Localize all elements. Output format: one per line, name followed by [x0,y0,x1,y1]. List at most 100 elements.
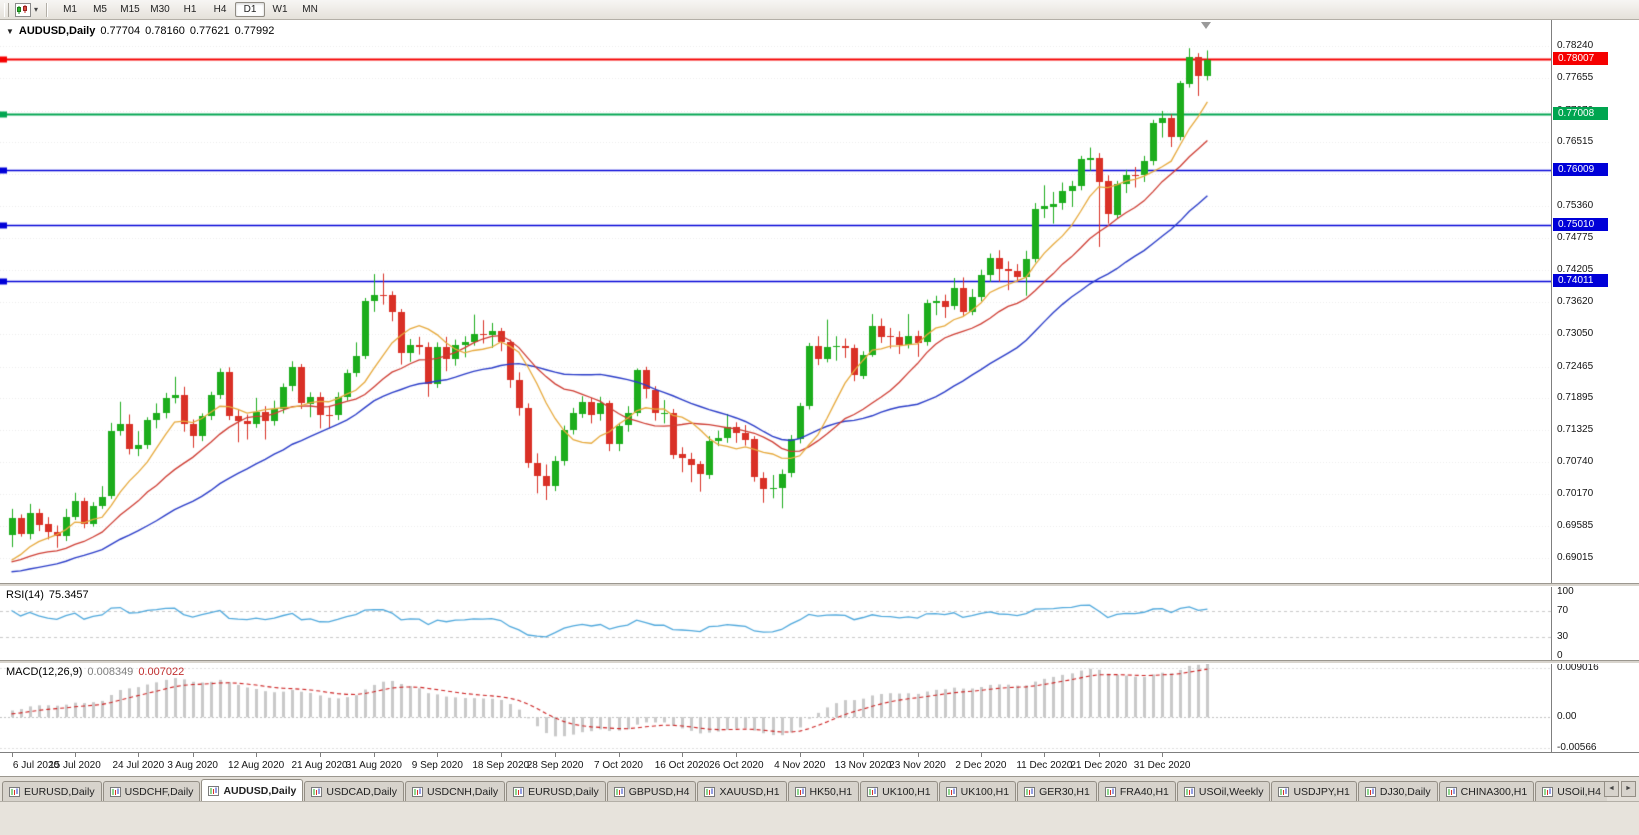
chart-type-icon[interactable] [15,2,31,17]
rsi-axis-label: 100 [1557,586,1574,597]
chart-tab-strip: EURUSD,Daily USDCHF,Daily AUDUSD,Daily USDC… [2,777,1607,801]
rsi-canvas[interactable] [0,586,1551,660]
chart-symbol-label: AUDUSD,Daily [18,25,96,37]
rsi-value: 75.3457 [48,589,89,601]
ohlc-close: 0.77992 [234,25,275,37]
time-axis-tick [1044,753,1045,757]
time-axis-tick [800,753,801,757]
timeframe-button-m5[interactable]: M5 [93,4,107,15]
time-axis-label: 2 Dec 2020 [955,760,1007,771]
price-axis-label: 0.69015 [1557,551,1594,563]
tab-chart-icon [945,786,957,797]
macd-axis-label: -0.00566 [1557,741,1597,753]
rsi-axis-label: 0 [1557,650,1563,661]
chart-tab[interactable]: USOil,Weekly [1176,781,1271,801]
chart-shift-marker[interactable] [1201,22,1211,29]
chart-tab[interactable]: USDCNH,Daily [404,781,506,801]
price-axis[interactable]: 0.782400.776550.770700.765150.759300.753… [1551,20,1639,753]
chart-type-dropdown-caret[interactable]: ▾ [34,5,39,14]
rsi-label: RSI(14) [6,589,44,601]
time-axis-tick [320,753,321,757]
tab-chart-icon [1364,786,1376,797]
timeframe-button-w1[interactable]: W1 [272,4,288,15]
tab-scroll-left-button[interactable]: ◄ [1604,781,1619,797]
time-axis-tick [12,753,13,757]
timeframe-button-mn[interactable]: MN [302,4,318,15]
chart-tab-label: UK100,H1 [882,785,931,798]
chart-tab[interactable]: CHINA300,H1 [1438,781,1535,801]
tab-chart-icon [411,786,423,797]
timeframe-button-h1[interactable]: H1 [183,4,197,15]
time-axis-tick [138,753,139,757]
chart-tab-label: USDCHF,Daily [124,785,194,798]
tab-scroll-right-button[interactable]: ► [1621,781,1636,797]
chart-tab[interactable]: HK50,H1 [787,781,860,801]
time-axis-label: 28 Sep 2020 [526,760,584,771]
price-level-badge: 0.77008 [1553,107,1608,121]
timeframe-button-m15[interactable]: M15 [120,4,140,15]
chart-tab-active[interactable]: AUDUSD,Daily [201,779,304,801]
chart-tab[interactable]: USDCHF,Daily [102,781,201,801]
chart-collapse-arrow[interactable]: ▼ [6,26,14,36]
time-axis-tick [981,753,982,757]
chart-tab[interactable]: USOil,H4 [1535,781,1607,801]
chart-tab[interactable]: EURUSD,Daily [506,781,606,801]
pane-divider[interactable] [0,660,1639,664]
price-chart-canvas[interactable] [0,20,1551,583]
price-axis-label: 0.73620 [1557,296,1594,308]
chart-tab[interactable]: DJ30,Daily [1357,781,1438,801]
time-axis-label: 7 Oct 2020 [594,760,643,771]
time-axis-label: 21 Aug 2020 [291,760,348,771]
chart-tab-label: AUDUSD,Daily [223,784,297,797]
tab-chart-icon [1445,786,1457,797]
price-level-badge: 0.78007 [1553,51,1608,65]
chart-tab[interactable]: USDJPY,H1 [1271,781,1357,801]
pane-divider[interactable] [0,583,1639,587]
chart-tab[interactable]: EURUSD,Daily [2,781,102,801]
chart-tab-label: EURUSD,Daily [528,785,599,798]
time-axis-label: 24 Jul 2020 [112,760,165,771]
time-axis-label: 21 Dec 2020 [1070,760,1128,771]
ohlc-open: 0.77704 [100,25,141,37]
chart-tab-label: XAUUSD,H1 [719,785,780,798]
rsi-title: RSI(14) 75.3457 [6,589,89,601]
chart-tab[interactable]: XAUUSD,H1 [697,781,787,801]
time-axis-label: 31 Aug 2020 [345,760,402,771]
price-axis-label: 0.70740 [1557,456,1594,468]
time-axis-label: 23 Nov 2020 [889,760,946,771]
time-axis-label: 3 Aug 2020 [167,760,218,771]
time-axis-label: 4 Nov 2020 [774,760,826,771]
time-axis-label: 13 Nov 2020 [834,760,892,771]
toolbar-drag-handle[interactable] [4,2,9,17]
chart-tab[interactable]: GBPUSD,H4 [606,781,697,801]
time-axis-tick [193,753,194,757]
time-axis-label: 16 Oct 2020 [654,760,710,771]
chart-tab[interactable]: FRA40,H1 [1097,781,1176,801]
price-axis-label: 0.78240 [1557,40,1594,51]
time-axis-label: 15 Jul 2020 [49,760,101,771]
time-axis-tick [736,753,737,757]
chart-tab-label: USOil,H4 [1557,785,1601,798]
ohlc-high: 0.78160 [145,25,185,37]
chart-tab[interactable]: GER30,H1 [1017,781,1097,801]
chart-tab[interactable]: UK100,H1 [938,781,1017,801]
price-axis-label: 0.69585 [1557,520,1594,532]
chart-tab[interactable]: USDCAD,Daily [304,781,404,801]
chart-tab-label: DJ30,Daily [1379,785,1431,798]
chart-tab-bar: EURUSD,Daily USDCHF,Daily AUDUSD,Daily USDC… [0,776,1639,801]
chart-tab-label: UK100,H1 [960,785,1010,798]
timeframe-button-h4[interactable]: H4 [213,4,227,15]
chart-tab[interactable]: UK100,H1 [860,781,938,801]
chart-tab-label: GER30,H1 [1039,785,1090,798]
time-axis-label: 11 Dec 2020 [1016,760,1073,771]
timeframe-button-m1[interactable]: M1 [63,4,77,15]
time-axis[interactable]: 6 Jul 2020 15 Jul 2020 24 Jul 2020 3 Aug 20… [0,752,1639,776]
time-axis-tick [619,753,620,757]
price-axis-label: 0.71325 [1557,423,1594,435]
status-bar [0,801,1639,835]
timeframe-button-m30[interactable]: M30 [150,4,170,15]
chart-tab-label: EURUSD,Daily [24,785,95,798]
time-axis-tick [863,753,864,757]
macd-canvas[interactable] [0,663,1551,752]
timeframe-button-d1[interactable]: D1 [235,2,266,17]
